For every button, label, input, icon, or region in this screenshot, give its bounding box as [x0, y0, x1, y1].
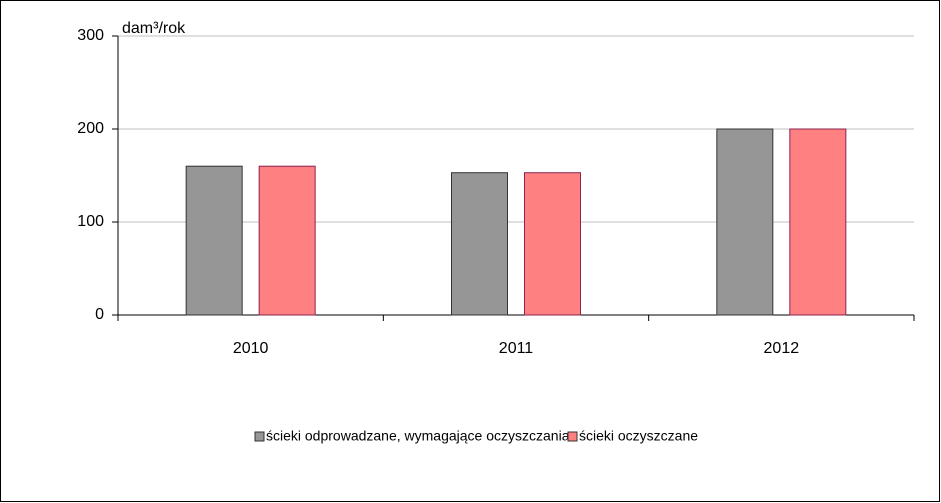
- legend-swatch: [254, 431, 265, 442]
- y-axis-label: dam³/rok: [122, 20, 186, 37]
- bar: [716, 128, 774, 316]
- bar: [524, 172, 581, 316]
- x-tick-label: 2011: [499, 340, 534, 357]
- bar: [789, 128, 847, 316]
- bar: [451, 172, 508, 316]
- y-tick-label: 100: [77, 213, 104, 230]
- x-tick-label: 2012: [764, 340, 800, 357]
- legend-label: ścieki oczyszczane: [579, 428, 698, 444]
- x-tick-label: 2010: [233, 340, 269, 357]
- y-tick-label: 300: [77, 27, 104, 44]
- bar: [258, 165, 316, 316]
- y-tick-label: 0: [95, 306, 104, 323]
- legend-swatch: [567, 431, 578, 442]
- y-tick-label: 200: [77, 120, 104, 137]
- bar: [185, 165, 243, 316]
- legend-label: ścieki odprowadzane, wymagające oczyszcz…: [266, 428, 570, 444]
